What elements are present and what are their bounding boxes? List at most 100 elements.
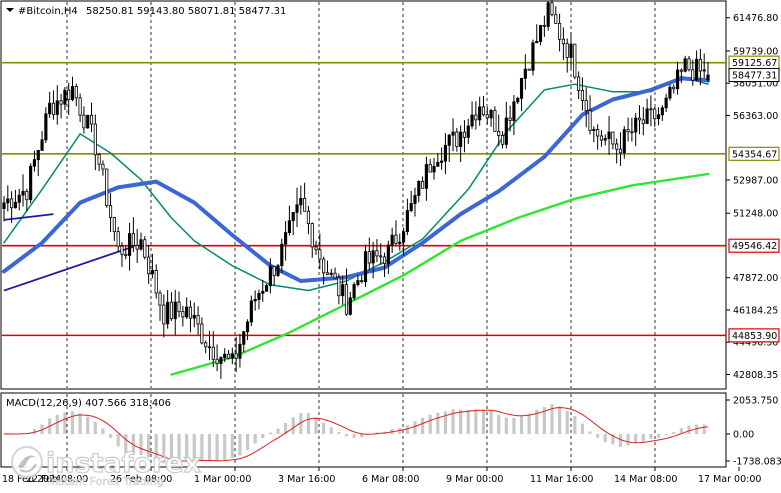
- candle-body: [295, 204, 299, 213]
- candle-body: [329, 272, 333, 275]
- candle-body: [538, 24, 543, 42]
- macd-histogram-bar: [322, 422, 326, 434]
- macd-tick-label: 2053.750: [733, 396, 778, 407]
- candle-body: [371, 250, 375, 264]
- candle-body: [128, 233, 132, 256]
- macd-histogram-bar: [557, 406, 562, 434]
- macd-histogram-bar: [497, 414, 501, 434]
- candle-body: [249, 300, 253, 323]
- candle-body: [421, 180, 425, 189]
- candle-body: [500, 135, 505, 145]
- candle-body: [645, 108, 649, 124]
- macd-histogram-bar: [694, 424, 699, 434]
- candle-body: [489, 109, 493, 119]
- vertical-gridlines: [66, 2, 656, 466]
- level-price-box: [728, 238, 780, 253]
- macd-histogram-bar: [436, 412, 440, 434]
- candle-body: [542, 24, 546, 27]
- macd-histogram-bar: [70, 411, 75, 434]
- candle-body: [470, 114, 474, 127]
- macd-histogram-bar: [504, 417, 508, 434]
- macd-histogram-bar: [641, 434, 645, 442]
- macd-histogram-bar: [443, 411, 448, 434]
- macd-histogram-bar: [512, 417, 516, 434]
- macd-histogram-bar: [253, 434, 257, 444]
- macd-histogram-bar: [375, 432, 379, 434]
- macd-histogram-bar: [679, 428, 683, 434]
- price-tick-label: 42808.35: [733, 370, 778, 381]
- candle-body: [653, 108, 657, 120]
- candlesticks: [2, 0, 710, 379]
- candle-body: [561, 38, 565, 45]
- candle-body: [656, 114, 661, 120]
- candle-body: [687, 58, 691, 71]
- candle-body: [333, 272, 337, 279]
- candle-body: [440, 160, 444, 163]
- macd-histogram-bar: [207, 434, 212, 461]
- candle-body: [299, 198, 303, 206]
- candle-body: [86, 114, 90, 129]
- candle-body: [649, 108, 653, 111]
- macd-histogram-bar: [154, 434, 158, 460]
- macd-histogram-bar: [588, 431, 592, 434]
- candle-body: [101, 163, 105, 170]
- candle-body: [223, 353, 227, 359]
- macd-histogram-bar: [185, 434, 189, 462]
- candle-body: [264, 285, 269, 292]
- candle-body: [611, 131, 615, 145]
- time-tick-label: 17 Mar 00:00: [698, 474, 761, 485]
- macd-indicator: 2053.750 0.00 -1738.083: [2, 396, 781, 468]
- macd-histogram-bar: [101, 428, 105, 434]
- trendline: [3, 245, 134, 292]
- candle-body: [546, 2, 550, 27]
- price-tick-label: 44496.30: [733, 338, 778, 349]
- macd-histogram-bar: [169, 434, 174, 464]
- candle-body: [78, 97, 82, 116]
- candle-body: [691, 69, 695, 81]
- macd-signal-line: [3, 407, 709, 462]
- candle-body: [219, 357, 223, 364]
- macd-histogram-bar: [215, 434, 219, 462]
- macd-histogram-bar: [542, 406, 546, 434]
- price-tick-label: 59739.00: [733, 46, 778, 57]
- candle-body: [325, 272, 330, 275]
- candle-body: [280, 243, 284, 267]
- candle-body: [447, 134, 451, 146]
- macd-histogram-bar: [276, 428, 280, 434]
- candle-body: [401, 231, 406, 243]
- candle-body: [177, 301, 181, 313]
- macd-histogram-bar: [535, 409, 539, 434]
- time-tick-label: 14 Mar 08:00: [614, 474, 677, 485]
- price-tick-label: 46184.25: [733, 305, 778, 316]
- candle-body: [196, 314, 200, 325]
- price-axis: 61476.80 59739.00 58051.00 56363.00 52987.00…: [726, 13, 780, 381]
- macd-histogram-bar: [177, 434, 181, 463]
- macd-histogram-bar: [649, 434, 653, 439]
- candle-body: [287, 220, 291, 233]
- candle-body: [112, 216, 116, 233]
- candle-body: [580, 90, 584, 101]
- candle-body: [303, 198, 307, 212]
- candle-body: [226, 353, 231, 359]
- candle-body: [607, 131, 611, 139]
- candle-body: [637, 117, 642, 121]
- candle-body: [44, 113, 48, 141]
- macd-histogram-bar: [527, 413, 531, 434]
- watermark-tagline: Instant Forex Trading: [48, 475, 164, 488]
- macd-histogram-bar: [481, 409, 486, 434]
- candle-body: [432, 165, 436, 173]
- macd-histogram-bar: [329, 427, 333, 434]
- price-tick-label: 58051.00: [733, 79, 778, 90]
- dropdown-icon[interactable]: [6, 8, 14, 12]
- candle-body: [150, 269, 154, 275]
- macd-histogram-bar: [405, 425, 409, 434]
- candle-body: [596, 129, 600, 137]
- macd-histogram-bar: [573, 415, 577, 434]
- macd-histogram-bar: [398, 428, 402, 434]
- macd-histogram-bar: [603, 434, 607, 443]
- candle-body: [63, 89, 67, 105]
- macd-histogram-bar: [337, 431, 341, 434]
- candle-body: [485, 114, 489, 119]
